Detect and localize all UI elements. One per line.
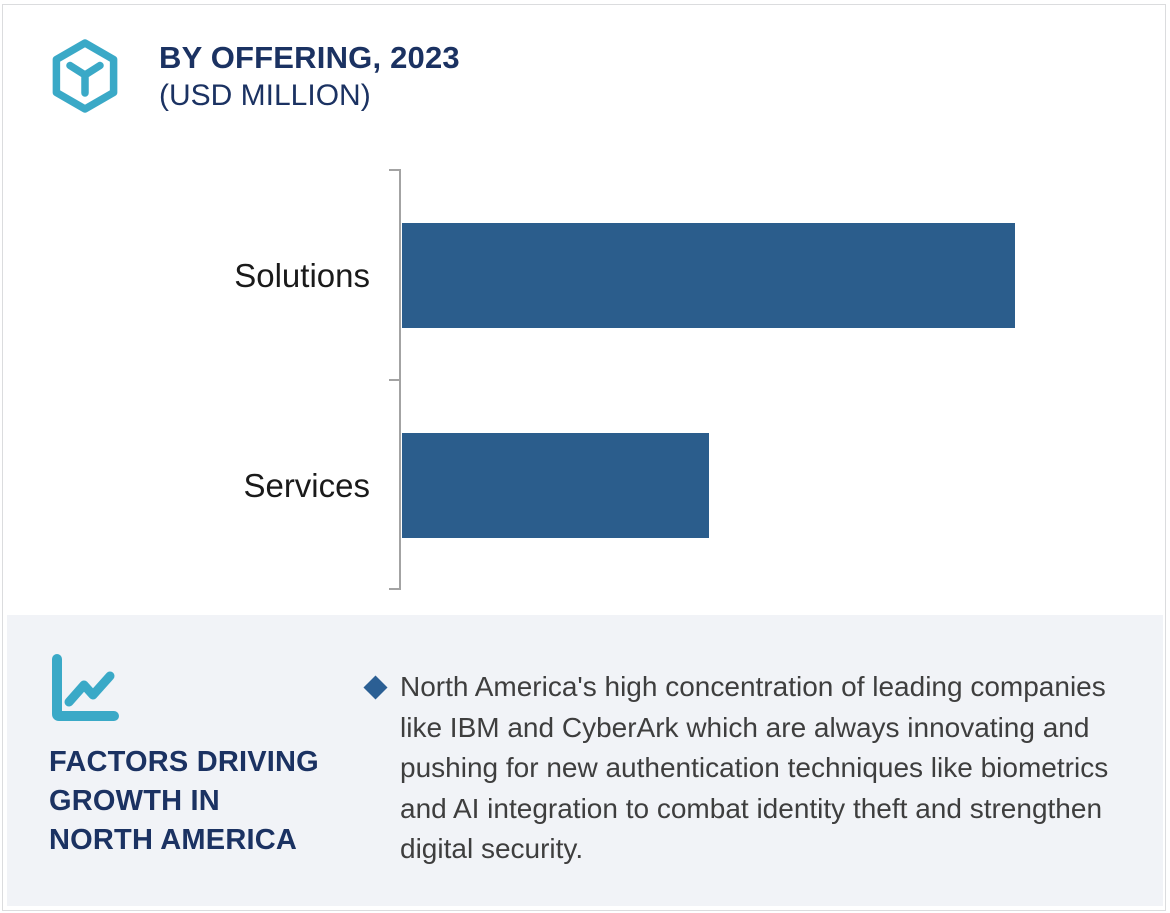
chart-title-block: BY OFFERING, 2023 (USD MILLION)	[159, 39, 460, 114]
chart-title: BY OFFERING, 2023	[159, 40, 460, 75]
factors-bullet-item: North America's high concentration of le…	[363, 667, 1127, 870]
factors-panel: FACTORS DRIVING GROWTH IN NORTH AMERICA …	[7, 615, 1163, 906]
hexagon-y-icon	[45, 37, 125, 120]
chart-header: BY OFFERING, 2023 (USD MILLION)	[45, 37, 460, 120]
axis-tick	[389, 379, 401, 381]
axis-tick	[389, 588, 401, 590]
bar-chart: Solutions Services	[234, 169, 1015, 590]
category-label-solutions: Solutions	[234, 256, 370, 294]
bar-solutions	[402, 223, 1015, 328]
axis-tick	[389, 169, 401, 171]
factors-bullet-text: North America's high concentration of le…	[400, 671, 1109, 864]
category-label-services: Services	[243, 466, 370, 504]
diamond-bullet-icon	[363, 675, 388, 700]
factors-heading: FACTORS DRIVING GROWTH IN NORTH AMERICA	[49, 746, 319, 856]
bar-services	[402, 433, 709, 538]
chart-subtitle: (USD MILLION)	[159, 79, 371, 112]
